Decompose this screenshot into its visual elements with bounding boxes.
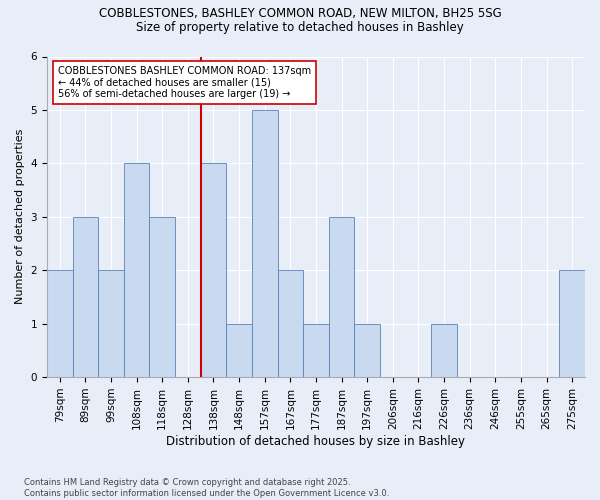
Bar xyxy=(355,324,380,377)
Bar xyxy=(278,270,303,377)
Text: COBBLESTONES, BASHLEY COMMON ROAD, NEW MILTON, BH25 5SG: COBBLESTONES, BASHLEY COMMON ROAD, NEW M… xyxy=(98,8,502,20)
Bar xyxy=(47,270,73,377)
Text: COBBLESTONES BASHLEY COMMON ROAD: 137sqm
← 44% of detached houses are smaller (1: COBBLESTONES BASHLEY COMMON ROAD: 137sqm… xyxy=(58,66,311,100)
Y-axis label: Number of detached properties: Number of detached properties xyxy=(15,129,25,304)
Bar xyxy=(252,110,278,377)
Bar xyxy=(226,324,252,377)
Text: Size of property relative to detached houses in Bashley: Size of property relative to detached ho… xyxy=(136,21,464,34)
Bar xyxy=(73,217,98,377)
Bar xyxy=(559,270,585,377)
Bar xyxy=(329,217,355,377)
Bar xyxy=(303,324,329,377)
Bar xyxy=(98,270,124,377)
Bar xyxy=(200,164,226,377)
Bar xyxy=(431,324,457,377)
X-axis label: Distribution of detached houses by size in Bashley: Distribution of detached houses by size … xyxy=(166,434,466,448)
Text: Contains HM Land Registry data © Crown copyright and database right 2025.
Contai: Contains HM Land Registry data © Crown c… xyxy=(24,478,389,498)
Bar xyxy=(149,217,175,377)
Bar xyxy=(124,164,149,377)
